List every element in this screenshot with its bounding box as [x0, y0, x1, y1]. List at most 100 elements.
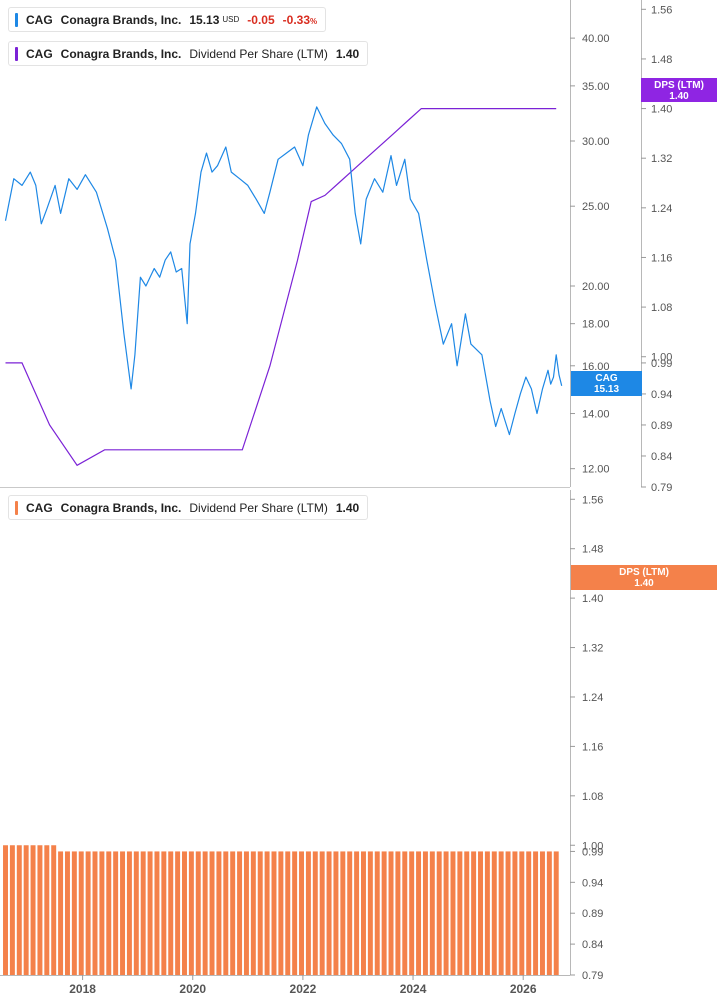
dps-bottom-tick-label: 1.40	[582, 593, 603, 605]
dps-bottom-tick-label: 1.48	[582, 544, 603, 556]
dps-top-tick-label: 0.79	[651, 482, 672, 494]
dps-bar	[512, 851, 518, 975]
price-line-series	[4, 106, 563, 436]
dps-bar	[92, 851, 98, 975]
dps-top-tick-label: 1.48	[651, 54, 672, 66]
legend-ticker: CAG	[26, 12, 53, 27]
dps-bar	[443, 851, 449, 975]
dps-bar	[161, 851, 167, 975]
dps-bar	[37, 845, 43, 975]
dps-bar	[539, 851, 545, 975]
dps-bar	[154, 851, 160, 975]
dps-bar	[202, 851, 208, 975]
legend-pct-sign: %	[310, 16, 318, 26]
dps-bar	[533, 851, 539, 975]
dps-bar	[436, 851, 442, 975]
legend-change: -0.05	[247, 12, 275, 27]
dps-bar	[381, 851, 387, 975]
price-legend[interactable]: CAG Conagra Brands, Inc. 15.13 USD -0.05…	[8, 7, 327, 32]
legend-change-pct: -0.33	[282, 12, 311, 27]
dps-bar	[553, 851, 559, 975]
x-axis-ticks: 2018 2020 2022 2024 2026	[69, 975, 537, 996]
dps-bar	[188, 851, 194, 975]
legend-company: Conagra Brands, Inc.	[60, 46, 182, 61]
dps-top-tick-label: 0.89	[651, 420, 672, 432]
dps-bottom-tick-label: 0.94	[582, 877, 603, 889]
dps-bar	[113, 851, 119, 975]
dps-bottom-value-tag: DPS (LTM) 1.40	[571, 565, 717, 590]
dps-bottom-axis-ticks: 0.79 0.84 0.89 0.94 0.991.00 1.08 1.16 1.24 1.32…	[570, 494, 603, 982]
dps-bar	[147, 851, 153, 975]
dps-top-tick-label: 1.00	[651, 352, 672, 364]
dps-bar	[9, 845, 15, 975]
legend-price: 15.13	[189, 12, 220, 27]
dps-bar	[250, 851, 256, 975]
dps-bar	[243, 851, 249, 975]
dps-legend-bottom[interactable]: CAG Conagra Brands, Inc. Dividend Per Sh…	[8, 495, 369, 520]
dps-bar	[367, 851, 373, 975]
dps-bar	[526, 851, 532, 975]
price-legend-swatch	[15, 12, 18, 27]
legend-change-pct-wrap: -0.33%	[283, 13, 317, 27]
dps-bar	[395, 851, 401, 975]
dps-bar	[498, 851, 504, 975]
chart-frame	[0, 0, 642, 976]
dps-bottom-tick-label: 0.84	[582, 939, 603, 951]
dps-bar	[402, 851, 408, 975]
legend-metric: Dividend Per Share (LTM)	[189, 46, 328, 61]
dps-legend-top[interactable]: CAG Conagra Brands, Inc. Dividend Per Sh…	[8, 41, 369, 66]
dps-legend-bottom-swatch	[15, 500, 18, 515]
dps-bottom-tick-label: 1.16	[582, 741, 603, 753]
dps-bar	[106, 851, 112, 975]
dps-bar	[271, 851, 277, 975]
dps-bar	[422, 851, 428, 975]
dps-bottom-tag-value: 1.40	[634, 578, 654, 589]
dps-bar	[209, 851, 215, 975]
dps-bar	[429, 851, 435, 975]
dps-top-tick-label: 0.99	[651, 358, 672, 370]
price-tick-label: 40.00	[582, 33, 610, 45]
dps-bar	[450, 851, 456, 975]
dps-top-tick-label: 1.16	[651, 252, 672, 264]
price-tick-label: 20.00	[582, 281, 610, 293]
price-tick-label: 25.00	[582, 201, 610, 213]
dps-bar	[237, 851, 243, 975]
dps-bar	[457, 851, 463, 975]
dps-bar	[264, 851, 270, 975]
dps-bar	[58, 851, 64, 975]
dps-line-series	[5, 107, 557, 467]
legend-value: 1.40	[335, 46, 360, 61]
dps-bar	[278, 851, 284, 975]
dps-bar	[223, 851, 229, 975]
legend-ticker: CAG	[26, 46, 53, 61]
dps-bottom-tick-label: 1.24	[582, 692, 603, 704]
x-tick-label: 2020	[179, 982, 206, 996]
dps-top-tick-label: 1.32	[651, 153, 672, 165]
dps-bar	[354, 851, 360, 975]
dps-bar	[133, 851, 139, 975]
dps-top-axis-ticks: 0.79 0.84 0.89 0.94 0.991.00 1.08 1.16 1.24 1.32…	[641, 4, 672, 494]
dps-bar	[285, 851, 291, 975]
price-last-value-tag: CAG 15.13	[571, 371, 642, 396]
x-tick-label: 2018	[69, 982, 96, 996]
dps-bar	[30, 845, 36, 975]
dps-bar	[195, 851, 201, 975]
dps-bar	[333, 851, 339, 975]
dps-top-tick-label: 1.40	[651, 104, 672, 116]
dps-bar	[182, 851, 187, 975]
dps-bar	[230, 851, 236, 975]
price-tick-label: 18.00	[582, 319, 610, 331]
dps-bar	[374, 851, 380, 975]
dps-bar	[71, 851, 77, 975]
dps-bar	[491, 851, 497, 975]
dps-bars	[3, 845, 559, 975]
dps-top-tag-value: 1.40	[669, 91, 689, 102]
dps-bottom-tick-label: 0.89	[582, 908, 603, 920]
price-tag-label: CAG	[595, 373, 618, 384]
dps-top-tick-label: 1.08	[651, 302, 672, 314]
legend-currency: USD	[222, 15, 240, 24]
dps-bar	[175, 851, 181, 975]
price-tick-label: 14.00	[582, 409, 610, 421]
dps-bar	[299, 851, 304, 975]
